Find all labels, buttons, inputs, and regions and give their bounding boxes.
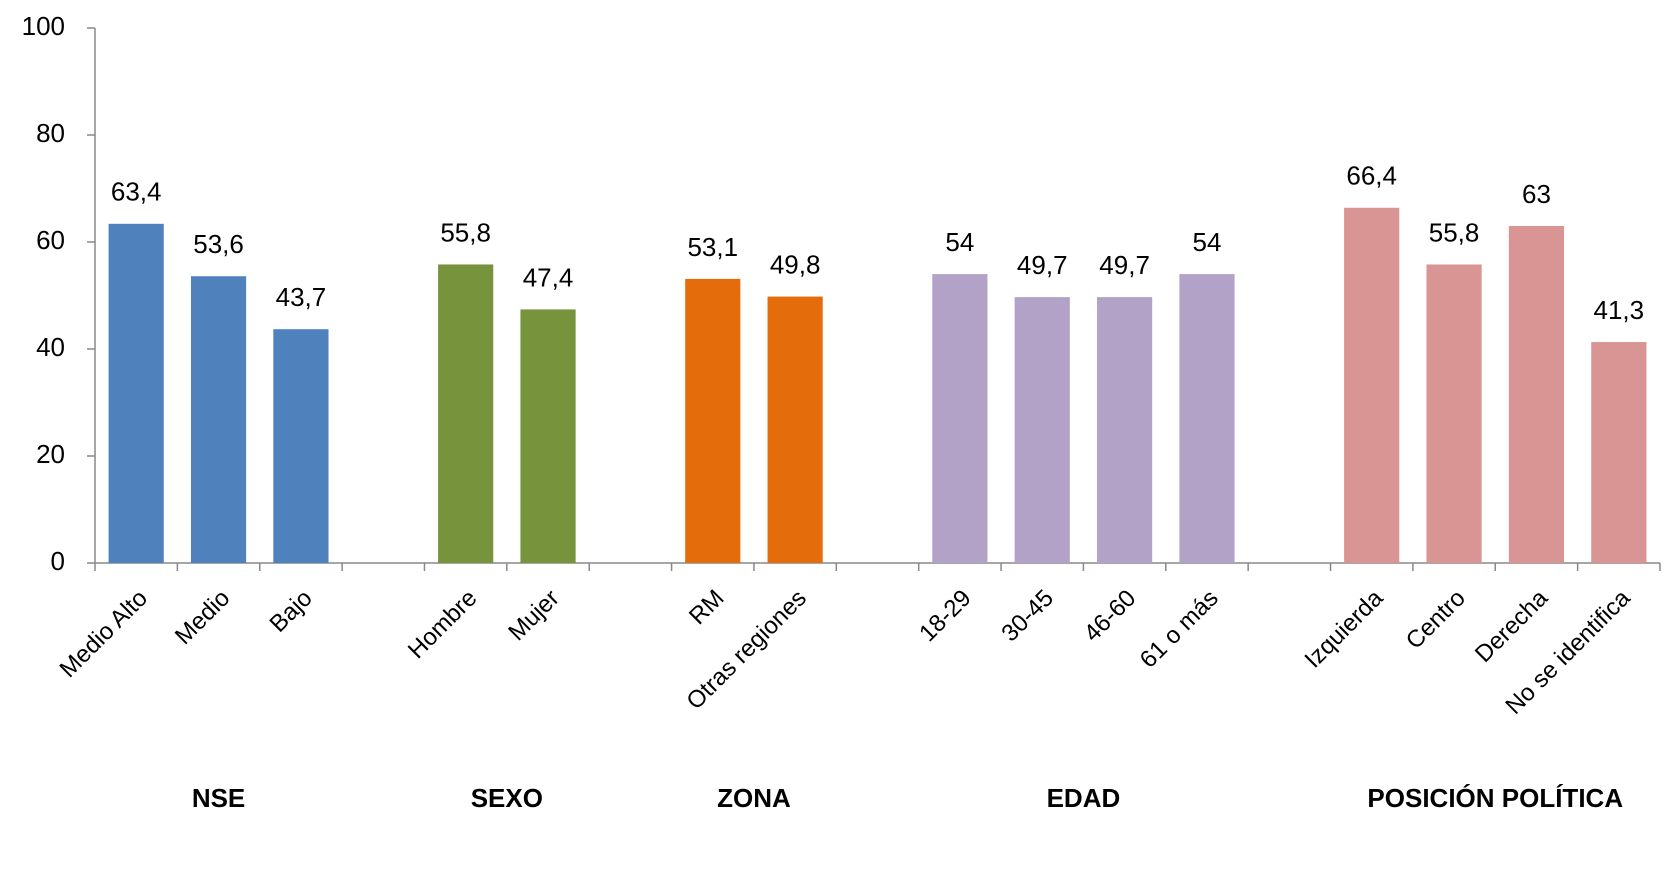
value-label: 49,7 bbox=[1017, 250, 1068, 280]
bar bbox=[438, 264, 494, 563]
value-label: 49,7 bbox=[1099, 250, 1150, 280]
value-label: 63 bbox=[1522, 179, 1551, 209]
x-tick-label: 18-29 bbox=[914, 585, 977, 648]
x-tick-label: Mujer bbox=[503, 585, 565, 647]
value-label: 53,6 bbox=[193, 229, 244, 259]
x-tick-label: 46-60 bbox=[1079, 585, 1142, 648]
value-label: 66,4 bbox=[1346, 161, 1397, 191]
bar bbox=[1426, 264, 1482, 563]
x-tick-label: 61 o más bbox=[1135, 585, 1224, 674]
value-label: 55,8 bbox=[1429, 217, 1480, 247]
x-tick-label: 30-45 bbox=[996, 585, 1059, 648]
x-tick-label: Medio Alto bbox=[55, 585, 153, 683]
bar bbox=[1179, 274, 1235, 563]
value-label: 63,4 bbox=[111, 177, 162, 207]
y-tick-label: 40 bbox=[36, 332, 65, 362]
bar bbox=[1014, 297, 1070, 563]
bar bbox=[1591, 342, 1647, 563]
bar bbox=[685, 278, 741, 563]
y-tick-label: 80 bbox=[36, 118, 65, 148]
y-tick-label: 100 bbox=[22, 11, 65, 41]
bar bbox=[767, 296, 823, 563]
value-label: 53,1 bbox=[687, 232, 738, 262]
bar bbox=[190, 276, 247, 563]
group-label: SEXO bbox=[471, 783, 543, 813]
x-tick-label: Centro bbox=[1401, 585, 1471, 655]
value-label: 55,8 bbox=[440, 217, 491, 247]
bar bbox=[108, 223, 164, 563]
value-label: 54 bbox=[1193, 227, 1222, 257]
bar bbox=[273, 329, 329, 563]
bar bbox=[1508, 225, 1565, 563]
value-label: 41,3 bbox=[1594, 295, 1645, 325]
bar bbox=[932, 274, 988, 563]
x-tick-label: Hombre bbox=[403, 585, 482, 664]
bar bbox=[1097, 297, 1153, 563]
group-label: NSE bbox=[192, 783, 245, 813]
x-tick-label: Bajo bbox=[265, 585, 318, 638]
value-label: 49,8 bbox=[770, 249, 821, 279]
value-label: 43,7 bbox=[276, 282, 327, 312]
bar bbox=[520, 309, 576, 563]
y-tick-label: 0 bbox=[51, 546, 65, 576]
group-label: ZONA bbox=[717, 783, 791, 813]
value-label: 54 bbox=[945, 227, 974, 257]
bar bbox=[1344, 207, 1400, 563]
y-tick-label: 60 bbox=[36, 225, 65, 255]
x-tick-label: Derecha bbox=[1470, 584, 1554, 668]
group-label: POSICIÓN POLÍTICA bbox=[1367, 783, 1623, 813]
x-tick-label: Izquierda bbox=[1300, 584, 1389, 673]
y-tick-label: 20 bbox=[36, 439, 65, 469]
value-label: 47,4 bbox=[523, 262, 574, 292]
group-label: EDAD bbox=[1047, 783, 1121, 813]
x-tick-label: Medio bbox=[170, 585, 235, 650]
x-tick-label: RM bbox=[684, 585, 729, 630]
